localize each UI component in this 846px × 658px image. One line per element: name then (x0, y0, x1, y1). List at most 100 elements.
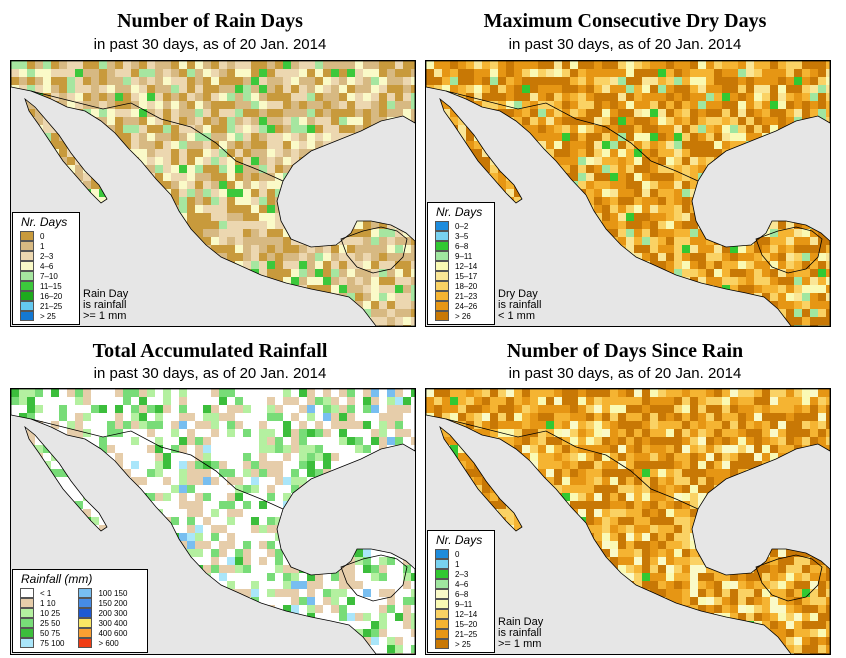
legend-label: < 1 (40, 588, 52, 598)
legend-swatch (435, 231, 449, 241)
legend-label: 4–6 (455, 579, 469, 589)
legend-item: 15–17 (428, 271, 494, 281)
legend-item: 1 10 (20, 598, 64, 608)
legend-swatch (435, 629, 449, 639)
legend-swatch (435, 291, 449, 301)
legend-item: 4–6 (13, 261, 79, 271)
legend-item: 4–6 (428, 579, 494, 589)
panel-2-title: Maximum Consecutive Dry Days (483, 10, 767, 32)
panel-1-title: Number of Rain Days (117, 10, 303, 32)
legend-swatch (435, 271, 449, 281)
legend-swatch (78, 628, 93, 638)
legend-item: 7–10 (13, 271, 79, 281)
legend-label: 25 50 (40, 618, 61, 628)
us-mexico-border (445, 418, 699, 510)
legend-label: 0 (455, 549, 460, 559)
coastline (426, 389, 830, 654)
legend-label: 21–25 (455, 629, 478, 639)
legend-label: > 25 (455, 639, 471, 649)
legend-item: 3–5 (428, 231, 494, 241)
legend-item: 21–23 (428, 291, 494, 301)
legend: Nr. Days 0 1 2–3 4–6 6–8 9–11 12–14 15–20 21–25 > … (427, 530, 495, 653)
legend-swatch (435, 301, 449, 311)
legend-label: 9–11 (455, 599, 473, 609)
legend-swatch (78, 618, 93, 628)
legend-item: 10 25 (20, 608, 64, 618)
us-mexico-border (30, 90, 284, 182)
legend-label: 12–14 (455, 261, 478, 271)
legend-item: 150 200 (78, 598, 127, 608)
legend-item: 25 50 (20, 618, 64, 628)
panel-2-subtitle: in past 30 days, as of 20 Jan. 2014 (508, 36, 742, 53)
note-line: is rainfall (83, 299, 127, 311)
legend-item: 11–15 (13, 281, 79, 291)
dry-days-map: Nr. Days 0–2 3–5 6–8 9–11 12–14 15–17 18–20 21–2… (425, 60, 831, 327)
legend-label: 1 (40, 241, 45, 251)
legend: Nr. Days 0 1 2–3 4–6 7–10 11–15 16–20 21–25 > 25 (12, 212, 80, 325)
legend-title: Nr. Days (21, 215, 68, 229)
legend-item: 2–3 (13, 251, 79, 261)
legend-label: 100 150 (98, 588, 128, 598)
legend-label: 10 25 (40, 608, 61, 618)
legend-label: 24–26 (455, 301, 478, 311)
coastline (11, 61, 415, 326)
legend-label: 0–2 (455, 221, 469, 231)
legend-item: > 26 (428, 311, 494, 321)
legend-label: 16–20 (40, 291, 63, 301)
note-line: < 1 mm (498, 310, 535, 322)
legend-swatch (20, 251, 34, 261)
legend-label: 21–25 (40, 301, 63, 311)
legend-label: 150 200 (98, 598, 128, 608)
note-line: >= 1 mm (83, 310, 127, 322)
legend-label: 3–5 (455, 231, 469, 241)
us-mexico-border (445, 90, 699, 182)
legend-swatch (20, 598, 34, 608)
coastline (426, 61, 830, 326)
legend-swatch (20, 311, 34, 321)
legend-label: 7–10 (40, 271, 58, 281)
legend-label: 75 100 (40, 638, 65, 648)
legend-item: > 25 (428, 639, 494, 649)
legend-title: Nr. Days (436, 533, 483, 547)
legend-swatch (20, 588, 34, 598)
legend-item: 400 600 (78, 628, 127, 638)
legend-item: 0 (428, 549, 494, 559)
legend-note: Rain Day is rainfall >= 1 mm (498, 617, 543, 650)
map-canvas (11, 61, 415, 326)
legend-swatch (435, 589, 449, 599)
legend-swatch (20, 271, 34, 281)
legend-item: > 25 (13, 311, 79, 321)
legend-label: > 600 (98, 638, 119, 648)
legend-note: Rain Day is rainfall >= 1 mm (83, 289, 128, 322)
legend-swatch (78, 598, 93, 608)
legend-item: 12–14 (428, 609, 494, 619)
legend-swatch (435, 619, 449, 629)
legend-swatch (435, 311, 449, 321)
panel-3-subtitle: in past 30 days, as of 20 Jan. 2014 (93, 365, 327, 382)
legend-item: 12–14 (428, 261, 494, 271)
legend-item: 6–8 (428, 241, 494, 251)
rain-days-map: Nr. Days 0 1 2–3 4–6 7–10 11–15 16–20 21–25 > 25 R… (10, 60, 416, 327)
legend-item: 21–25 (13, 301, 79, 311)
legend-swatch (435, 549, 449, 559)
legend-swatch (435, 261, 449, 271)
note-line: Dry Day (498, 288, 538, 300)
legend-swatch (435, 599, 449, 609)
legend-swatch (20, 628, 34, 638)
legend-label: 9–11 (455, 251, 473, 261)
legend-item: 75 100 (20, 638, 64, 648)
legend-item: 2–3 (428, 569, 494, 579)
legend-item: 0 (13, 231, 79, 241)
legend-swatch (20, 231, 34, 241)
legend-item: > 600 (78, 638, 127, 648)
legend-label: 6–8 (455, 589, 469, 599)
legend-item: 300 400 (78, 618, 127, 628)
days-since-rain-map: Nr. Days 0 1 2–3 4–6 6–8 9–11 12–14 15–20 21–25 > … (425, 388, 831, 655)
legend-item: 0–2 (428, 221, 494, 231)
legend-item: 200 300 (78, 608, 127, 618)
legend: Nr. Days 0–2 3–5 6–8 9–11 12–14 15–17 18–20 21–2… (427, 202, 495, 325)
legend-label: 400 600 (98, 628, 128, 638)
legend-item: 21–25 (428, 629, 494, 639)
legend-label: 200 300 (98, 608, 128, 618)
legend-swatch (435, 241, 449, 251)
